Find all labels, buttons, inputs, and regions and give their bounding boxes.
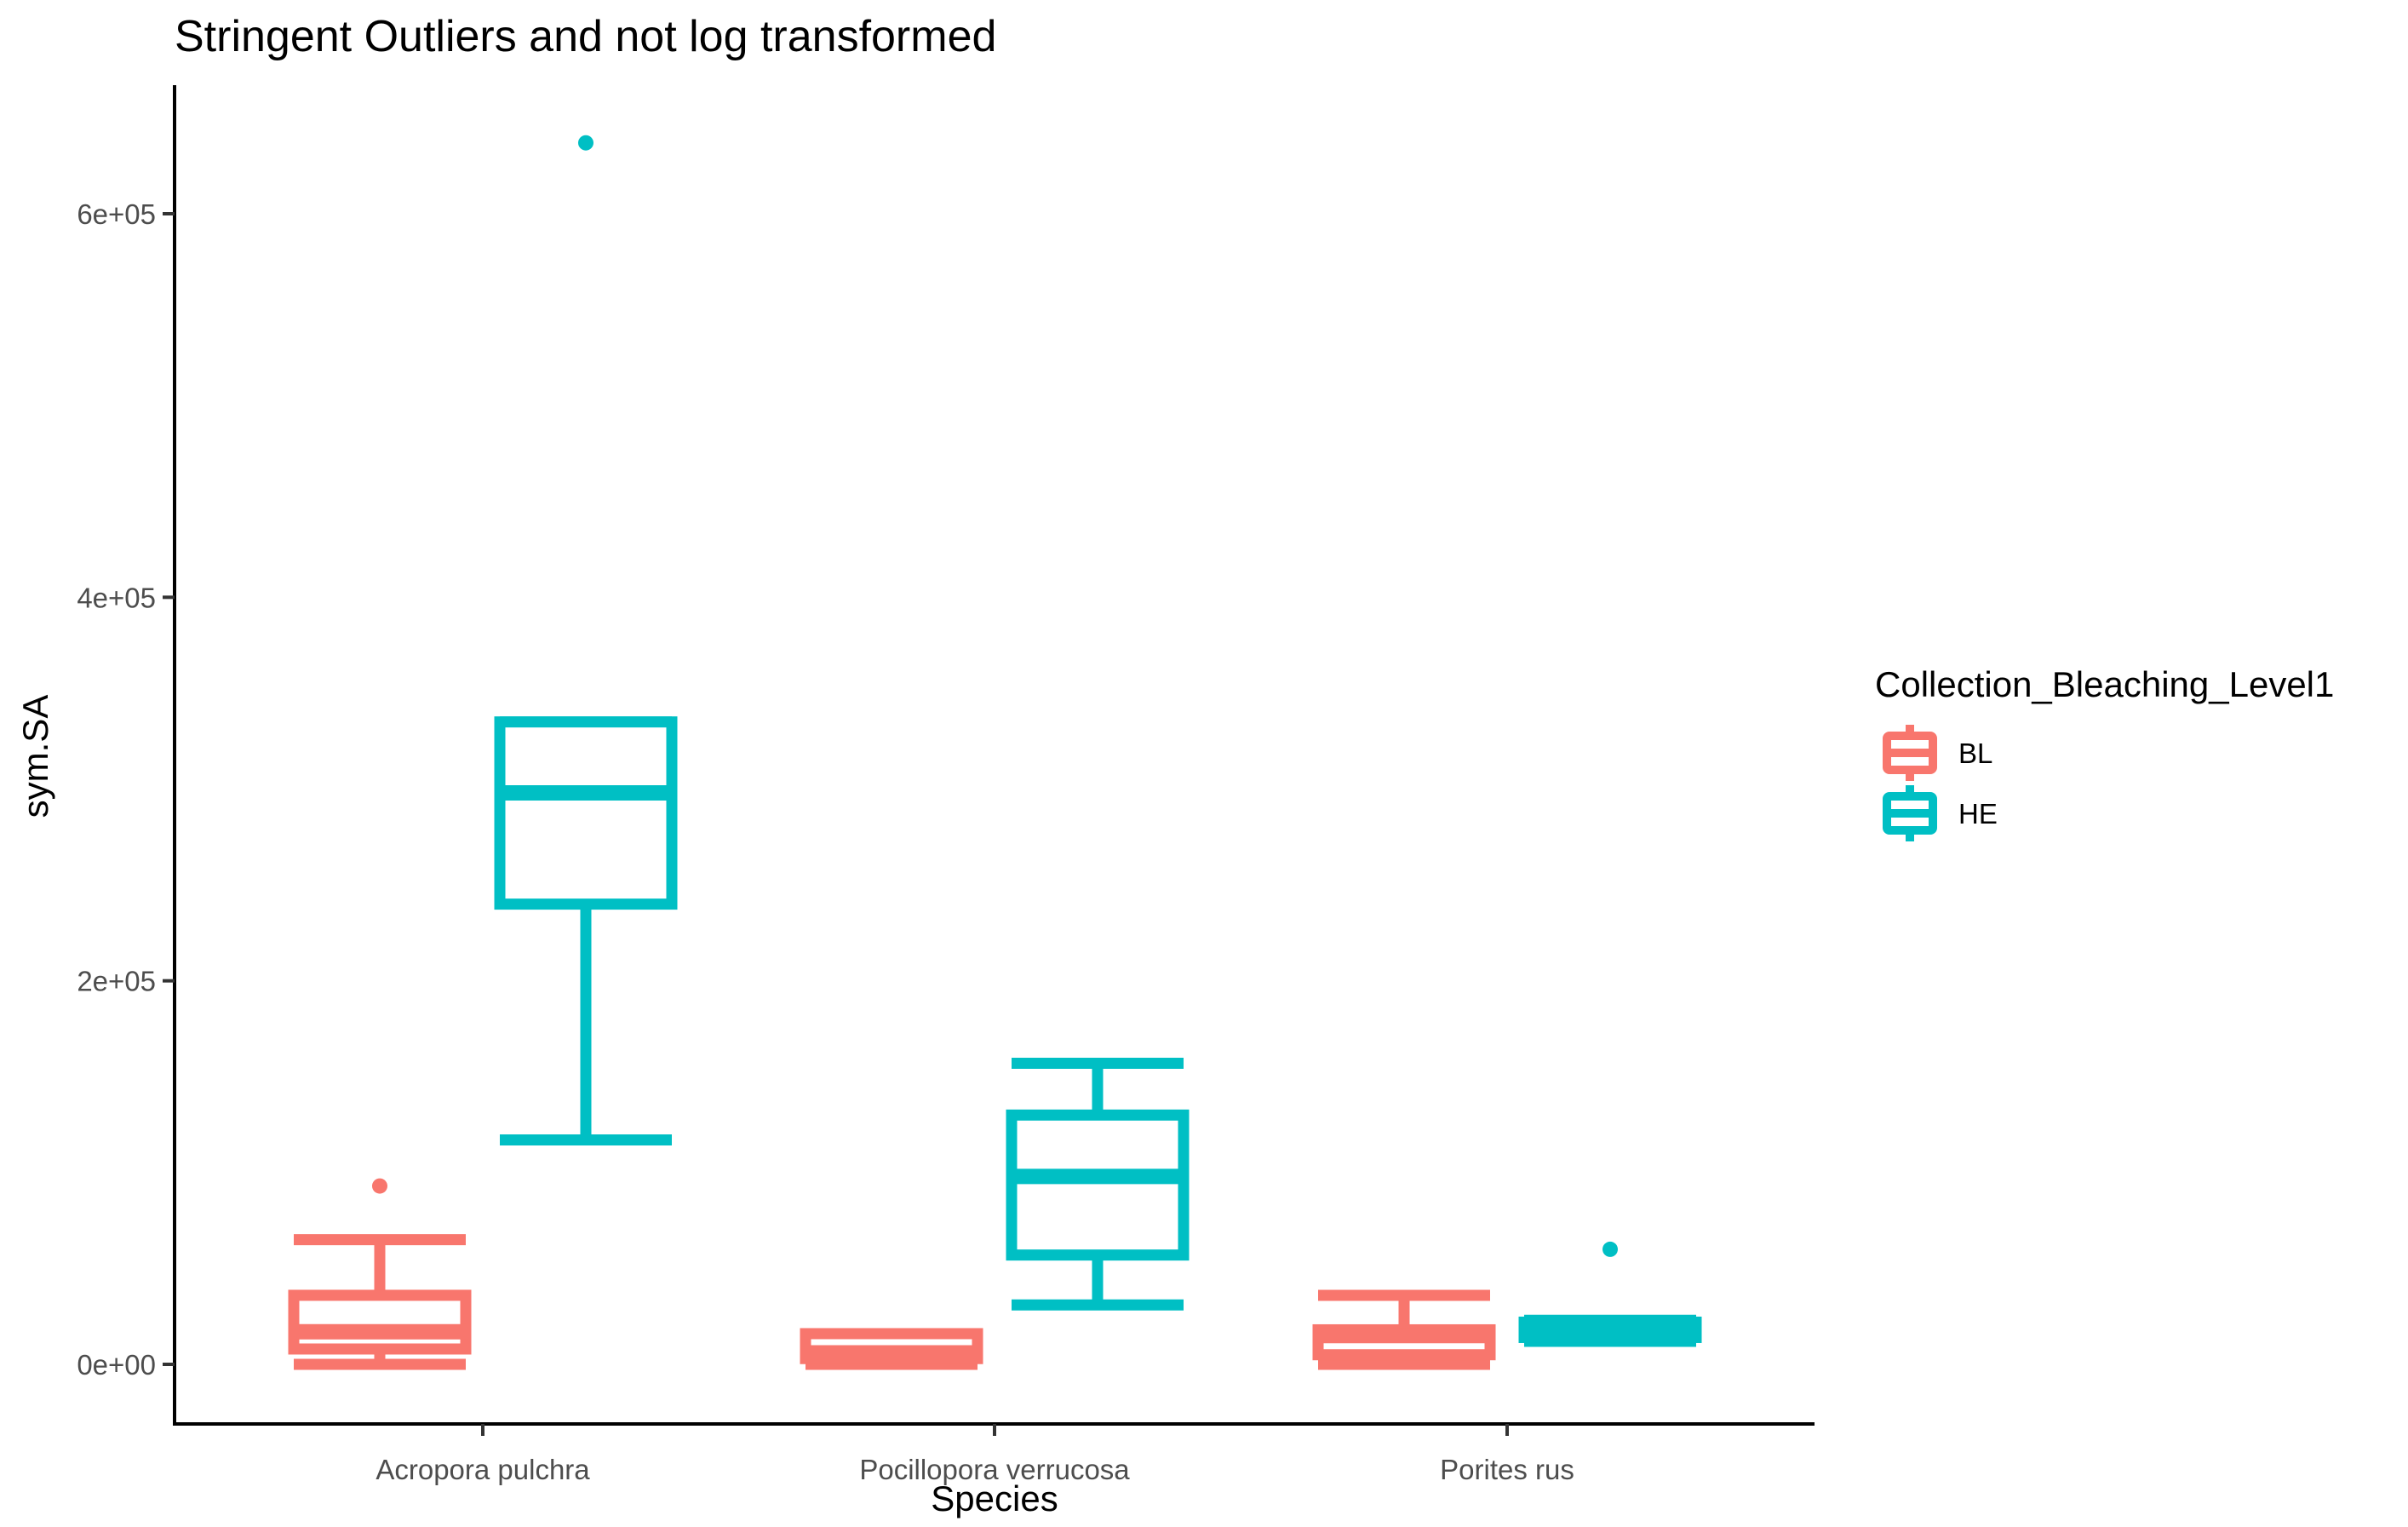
y-tick-label: 4e+05: [77, 582, 156, 613]
chart-title: Stringent Outliers and not log transform…: [175, 12, 996, 61]
outlier-point: [578, 135, 593, 151]
x-tick-label: Acropora pulchra: [376, 1454, 590, 1485]
box-HE-3: [1518, 1241, 1702, 1347]
y-axis-title: sym.SA: [15, 695, 55, 818]
box-rect: [494, 716, 678, 910]
legend-title: Collection_Bleaching_Level1: [1875, 664, 2334, 704]
legend-label: BL: [1958, 738, 1992, 769]
outlier-point: [372, 1178, 387, 1194]
legend-item-HE: HE: [1883, 785, 1998, 841]
legend: Collection_Bleaching_Level1 BL HE: [1875, 664, 2334, 841]
outlier-point: [1602, 1241, 1618, 1257]
legend-label: HE: [1958, 798, 1998, 830]
x-tick-label: Pocillopora verrucosa: [859, 1454, 1130, 1485]
y-tick-label: 6e+05: [77, 198, 156, 230]
box-BL-3: [1312, 1289, 1496, 1370]
y-axis: 0e+00 2e+05 4e+05 6e+05: [77, 198, 175, 1381]
box-BL-2: [800, 1328, 983, 1370]
y-tick-label: 0e+00: [77, 1349, 156, 1381]
x-axis-title: Species: [931, 1478, 1058, 1518]
plot-area: [288, 135, 1702, 1370]
box-HE-1: [494, 135, 678, 1146]
x-tick-label: Porites rus: [1440, 1454, 1574, 1485]
box-rect: [1006, 1109, 1190, 1261]
box-HE-2: [1006, 1057, 1190, 1311]
x-axis: Acropora pulchra Pocillopora verrucosa Por…: [376, 1424, 1574, 1485]
y-tick-label: 2e+05: [77, 966, 156, 997]
legend-item-BL: BL: [1883, 725, 1992, 781]
box-BL-1: [288, 1178, 472, 1370]
box-rect: [288, 1289, 472, 1355]
